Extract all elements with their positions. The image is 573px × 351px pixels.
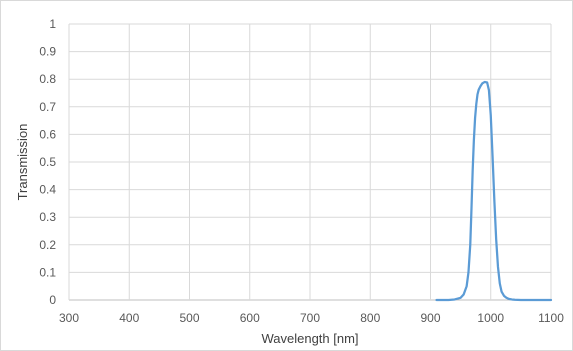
x-tick-label: 600 — [240, 311, 260, 325]
y-tick-label: 0 — [49, 293, 56, 307]
y-tick-label: 0.1 — [39, 265, 56, 279]
x-tick-label: 800 — [360, 311, 380, 325]
y-tick-label: 0.7 — [39, 100, 56, 114]
y-axis-title: Transmission — [15, 124, 30, 201]
y-tick-label: 0.8 — [39, 72, 56, 86]
y-tick-label: 0.2 — [39, 238, 56, 252]
y-tick-labels: 0 0.1 0.2 0.3 0.4 0.5 0.6 0.7 0.8 0.9 1 — [39, 17, 56, 307]
x-tick-labels: 300 400 500 600 700 800 900 1000 1100 — [59, 311, 564, 325]
x-tick-label: 500 — [179, 311, 199, 325]
x-tick-label: 700 — [300, 311, 320, 325]
series-line-transmission — [435, 80, 553, 302]
y-tick-label: 0.9 — [39, 45, 56, 59]
x-tick-label: 400 — [119, 311, 139, 325]
x-tick-label: 900 — [420, 311, 440, 325]
grid-lines — [68, 23, 552, 301]
y-tick-label: 0.5 — [39, 155, 56, 169]
y-tick-label: 1 — [49, 17, 56, 31]
x-tick-label: 1000 — [477, 311, 504, 325]
x-axis-title: Wavelength [nm] — [261, 331, 358, 346]
x-tick-label: 1100 — [538, 311, 564, 325]
y-tick-label: 0.3 — [39, 210, 56, 224]
x-tick-label: 300 — [59, 311, 79, 325]
series-layer — [435, 80, 553, 302]
y-tick-label: 0.6 — [39, 127, 56, 141]
y-tick-label: 0.4 — [39, 183, 56, 197]
